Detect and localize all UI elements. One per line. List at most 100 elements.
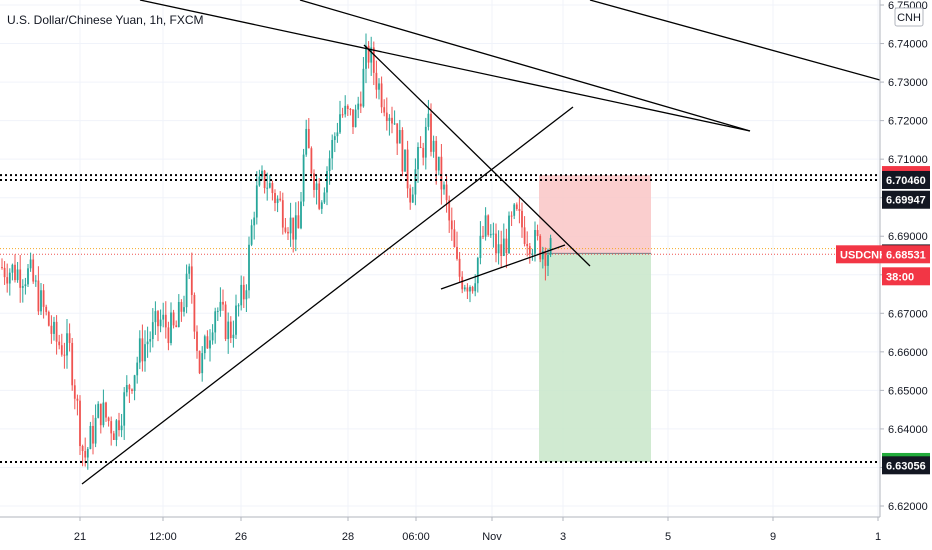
candle bbox=[497, 230, 500, 265]
candle bbox=[162, 302, 165, 328]
currency-badge[interactable] bbox=[894, 7, 924, 27]
candle-body bbox=[172, 312, 175, 326]
currency-badge-label: CNH bbox=[897, 12, 921, 24]
candle-body bbox=[404, 149, 406, 172]
candle bbox=[242, 276, 245, 309]
candle bbox=[133, 374, 136, 401]
candle bbox=[222, 289, 224, 311]
candle-body bbox=[58, 341, 61, 346]
countdown-tag-bg bbox=[882, 267, 930, 286]
candle bbox=[357, 96, 360, 119]
candle-body bbox=[510, 215, 513, 217]
candle-body bbox=[274, 193, 276, 204]
candle bbox=[271, 180, 274, 201]
candle bbox=[385, 97, 388, 131]
candle-body bbox=[198, 350, 201, 374]
candle-body bbox=[294, 215, 297, 240]
candle bbox=[341, 107, 344, 118]
candle bbox=[177, 294, 180, 328]
candle-body bbox=[21, 286, 24, 288]
candle-body bbox=[237, 305, 240, 307]
candle-body bbox=[76, 398, 79, 401]
candle bbox=[450, 207, 453, 241]
candle bbox=[274, 189, 276, 212]
candle-body bbox=[112, 433, 115, 440]
triangle-base-line[interactable] bbox=[440, 244, 566, 290]
candle-body bbox=[3, 267, 6, 278]
candle bbox=[86, 446, 89, 470]
candle-body bbox=[47, 311, 50, 326]
candle bbox=[211, 324, 214, 345]
price-tag-text: 6.70460 bbox=[886, 175, 926, 187]
candle bbox=[42, 284, 45, 319]
candle-body bbox=[32, 259, 35, 282]
take-profit-zone[interactable] bbox=[539, 253, 651, 462]
candle bbox=[305, 119, 308, 157]
candle-body bbox=[326, 171, 328, 193]
candle bbox=[500, 230, 503, 268]
falling-triangle-line[interactable] bbox=[363, 44, 591, 267]
symbol-tag: USDCNH bbox=[836, 245, 887, 264]
candle bbox=[261, 165, 263, 181]
candle bbox=[123, 387, 126, 440]
candle bbox=[456, 231, 458, 261]
time-axis[interactable]: 21 12:00 26 28 06:00 Nov 3 5 9 1 bbox=[74, 517, 881, 543]
candle bbox=[427, 99, 430, 131]
y-tick-label: 6.64000 bbox=[888, 424, 928, 436]
candle-body bbox=[125, 385, 128, 393]
candle bbox=[463, 284, 466, 292]
candle bbox=[289, 202, 292, 247]
x-tick-label: 5 bbox=[665, 531, 671, 543]
candle-body bbox=[209, 340, 211, 349]
candle bbox=[414, 158, 417, 206]
candle-body bbox=[357, 103, 360, 110]
candle bbox=[487, 214, 490, 237]
candle bbox=[432, 135, 435, 158]
upper-trend-line[interactable] bbox=[589, 0, 880, 81]
candle bbox=[339, 100, 341, 135]
candle-body bbox=[224, 304, 227, 340]
candle-body bbox=[8, 272, 11, 284]
candle bbox=[34, 275, 37, 287]
candle-body bbox=[427, 113, 430, 127]
candle bbox=[359, 91, 362, 114]
candle-body bbox=[188, 266, 191, 274]
candle-body bbox=[183, 307, 185, 312]
stop-loss-zone[interactable] bbox=[539, 175, 651, 254]
x-tick-label: 06:00 bbox=[402, 531, 430, 543]
candle-body bbox=[541, 251, 544, 260]
candle-body bbox=[162, 314, 165, 320]
candle-body bbox=[11, 264, 14, 273]
candle bbox=[60, 333, 63, 357]
candle bbox=[206, 330, 209, 349]
candle-body bbox=[123, 392, 126, 426]
symbol-tag-bg bbox=[836, 245, 882, 264]
candle bbox=[198, 350, 201, 375]
candle bbox=[118, 412, 120, 437]
candle bbox=[27, 263, 29, 287]
x-tick-label: 26 bbox=[235, 531, 247, 543]
candle bbox=[310, 146, 313, 179]
candle bbox=[466, 283, 469, 300]
candle-body bbox=[248, 244, 250, 291]
candle bbox=[513, 202, 516, 220]
current-price-tag-bg bbox=[882, 245, 930, 264]
candle bbox=[281, 192, 284, 235]
candle-body bbox=[271, 183, 274, 194]
candle bbox=[266, 172, 269, 201]
candle-body bbox=[359, 103, 362, 107]
candle-body bbox=[521, 210, 523, 228]
long-resistance-line[interactable] bbox=[299, 0, 751, 132]
candle bbox=[313, 169, 315, 198]
candle bbox=[125, 375, 128, 397]
price-tag: 6.70460 bbox=[882, 170, 930, 189]
trend-line-drawings[interactable] bbox=[81, 0, 880, 485]
candle bbox=[164, 301, 167, 339]
candle-body bbox=[81, 446, 84, 452]
descending-resistance-line[interactable] bbox=[139, 0, 751, 132]
candle bbox=[240, 275, 243, 311]
candle bbox=[471, 285, 474, 294]
candle bbox=[458, 252, 461, 283]
candle-body bbox=[118, 420, 120, 431]
